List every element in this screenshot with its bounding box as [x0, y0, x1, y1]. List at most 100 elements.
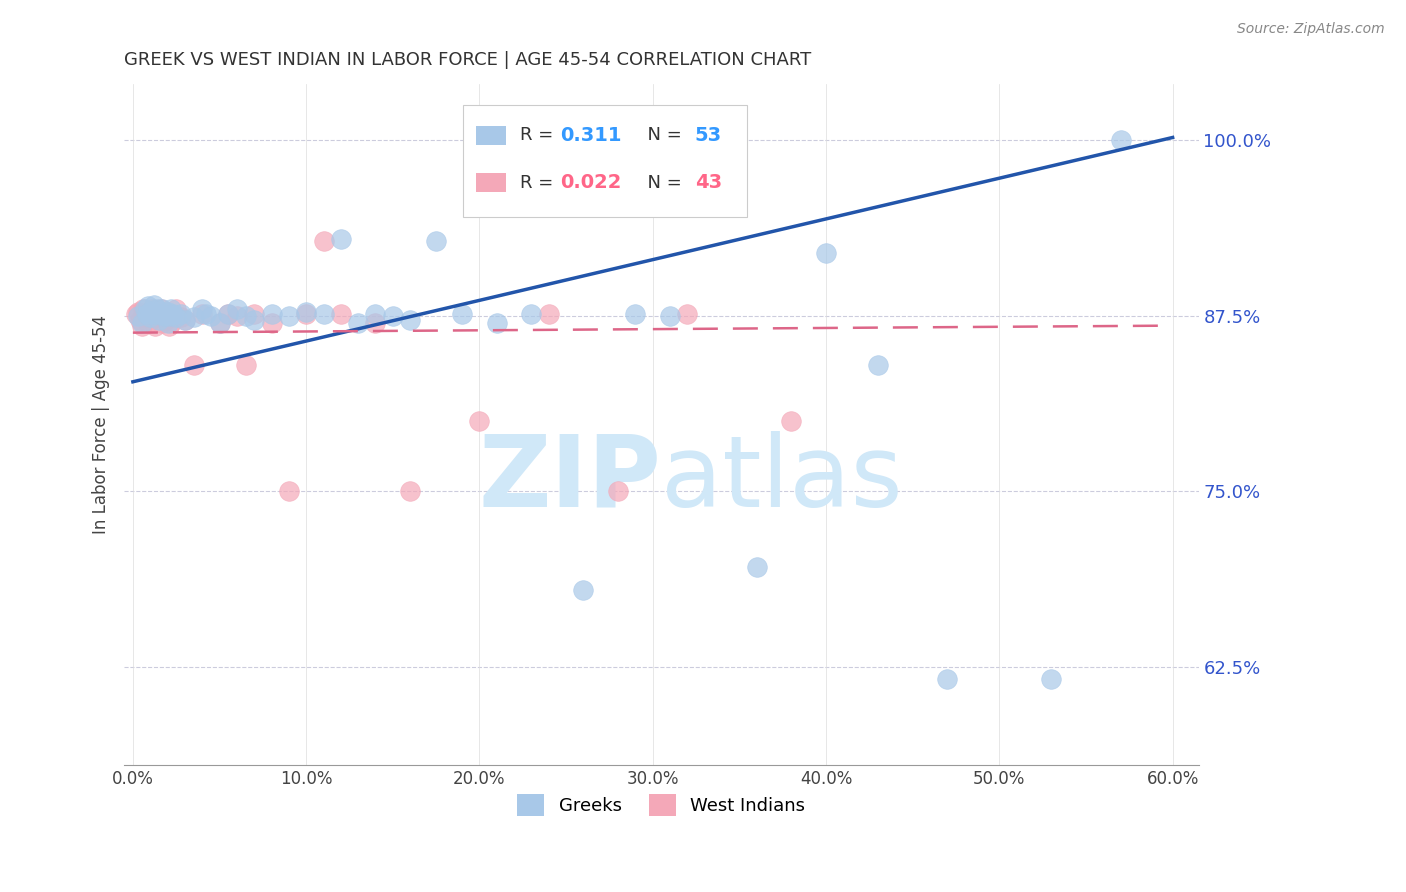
Point	[146, 301, 169, 316]
Point	[155, 313, 177, 327]
Text: N =: N =	[636, 174, 688, 192]
Point	[572, 582, 595, 597]
FancyBboxPatch shape	[475, 126, 506, 145]
Point	[160, 316, 183, 330]
Point	[127, 304, 149, 318]
Point	[173, 313, 195, 327]
Point	[131, 318, 153, 333]
Point	[260, 316, 283, 330]
Point	[295, 307, 318, 321]
Point	[780, 414, 803, 428]
Point	[156, 316, 179, 330]
Point	[485, 316, 508, 330]
Point	[225, 309, 247, 323]
Point	[165, 310, 187, 325]
Point	[125, 307, 148, 321]
Point	[520, 307, 543, 321]
Point	[208, 316, 231, 330]
Legend: Greeks, West Indians: Greeks, West Indians	[510, 787, 813, 823]
Point	[364, 316, 387, 330]
Point	[134, 301, 156, 316]
Point	[399, 313, 422, 327]
Point	[468, 414, 491, 428]
Point	[162, 307, 184, 321]
Point	[277, 309, 299, 323]
Point	[138, 316, 160, 330]
Text: 0.022: 0.022	[561, 173, 621, 193]
Point	[148, 307, 170, 321]
Point	[1040, 673, 1063, 687]
Point	[295, 304, 318, 318]
Point	[145, 318, 167, 333]
Point	[451, 307, 474, 321]
Point	[235, 309, 257, 323]
Point	[149, 301, 172, 316]
Point	[145, 307, 167, 321]
Point	[815, 245, 838, 260]
Point	[243, 307, 266, 321]
Point	[235, 358, 257, 372]
Point	[659, 309, 682, 323]
Point	[243, 313, 266, 327]
Point	[135, 307, 157, 321]
Point	[160, 301, 183, 316]
Point	[156, 304, 179, 318]
Point	[135, 307, 157, 321]
Point	[139, 307, 162, 321]
Point	[399, 484, 422, 499]
Point	[153, 309, 176, 323]
Point	[217, 307, 239, 321]
Point	[142, 297, 165, 311]
Text: 43: 43	[695, 173, 721, 193]
Point	[146, 310, 169, 325]
Point	[150, 301, 173, 316]
Point	[141, 301, 163, 316]
Point	[217, 307, 239, 321]
Point	[132, 301, 155, 316]
Point	[183, 310, 205, 325]
Point	[173, 313, 195, 327]
Point	[157, 318, 180, 333]
Point	[425, 235, 447, 249]
FancyBboxPatch shape	[463, 104, 748, 217]
Point	[194, 307, 217, 321]
Point	[624, 307, 647, 321]
Point	[127, 309, 149, 323]
Point	[139, 310, 162, 325]
Point	[183, 358, 205, 372]
Point	[128, 313, 150, 327]
Point	[537, 307, 560, 321]
Point	[329, 231, 352, 245]
Point	[150, 316, 173, 330]
Text: GREEK VS WEST INDIAN IN LABOR FORCE | AGE 45-54 CORRELATION CHART: GREEK VS WEST INDIAN IN LABOR FORCE | AG…	[124, 51, 811, 69]
Point	[191, 307, 214, 321]
Point	[225, 301, 247, 316]
Point	[364, 307, 387, 321]
Text: atlas: atlas	[661, 431, 903, 527]
Text: R =: R =	[520, 126, 558, 145]
Point	[277, 484, 299, 499]
Point	[607, 484, 630, 499]
Point	[936, 673, 959, 687]
Point	[312, 235, 335, 249]
Text: ZIP: ZIP	[478, 431, 661, 527]
Point	[138, 299, 160, 313]
Point	[347, 316, 370, 330]
Text: 53: 53	[695, 126, 721, 145]
Point	[260, 307, 283, 321]
Point	[142, 309, 165, 323]
Text: N =: N =	[636, 126, 688, 145]
Text: R =: R =	[520, 174, 558, 192]
Point	[165, 301, 187, 316]
Point	[676, 307, 699, 321]
Text: 0.311: 0.311	[561, 126, 621, 145]
Point	[148, 313, 170, 327]
Text: Source: ZipAtlas.com: Source: ZipAtlas.com	[1237, 22, 1385, 37]
Point	[866, 358, 889, 372]
Point	[170, 307, 193, 321]
Point	[153, 309, 176, 323]
Point	[156, 307, 179, 321]
FancyBboxPatch shape	[475, 173, 506, 193]
Point	[170, 310, 193, 325]
Y-axis label: In Labor Force | Age 45-54: In Labor Force | Age 45-54	[93, 315, 110, 534]
